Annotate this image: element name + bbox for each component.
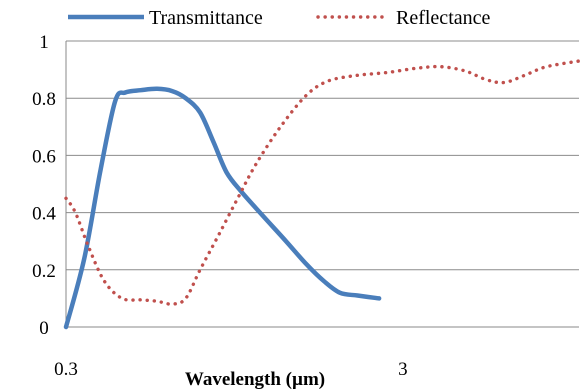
y-tick-label: 0.8 bbox=[32, 89, 56, 110]
x-axis-title: Wavelength (µm) bbox=[185, 369, 325, 389]
y-tick-label: 0 bbox=[39, 318, 49, 339]
y-tick-label: 0.4 bbox=[32, 204, 56, 225]
legend-label: Reflectance bbox=[396, 7, 490, 29]
x-tick-label: 3 bbox=[398, 359, 408, 380]
reflectance-line bbox=[64, 59, 580, 306]
gridlines bbox=[66, 40, 579, 271]
series-layer bbox=[63, 59, 580, 330]
x-tick-label: 0.3 bbox=[54, 359, 78, 380]
y-tick-label: 0.2 bbox=[32, 261, 56, 282]
legend-item-reflectance: Reflectance bbox=[316, 7, 490, 29]
y-axis-ticks: 0 0.2 0.4 0.6 0.8 1 bbox=[32, 32, 56, 339]
legend: Transmittance Reflectance bbox=[68, 7, 490, 29]
y-tick-label: 0.6 bbox=[32, 146, 56, 167]
legend-item-transmittance: Transmittance bbox=[68, 7, 263, 29]
legend-label: Transmittance bbox=[149, 7, 263, 29]
x-axis-ticks: 0.3 3 bbox=[54, 359, 407, 380]
y-tick-label: 1 bbox=[39, 32, 49, 53]
transmittance-line bbox=[63, 86, 382, 330]
